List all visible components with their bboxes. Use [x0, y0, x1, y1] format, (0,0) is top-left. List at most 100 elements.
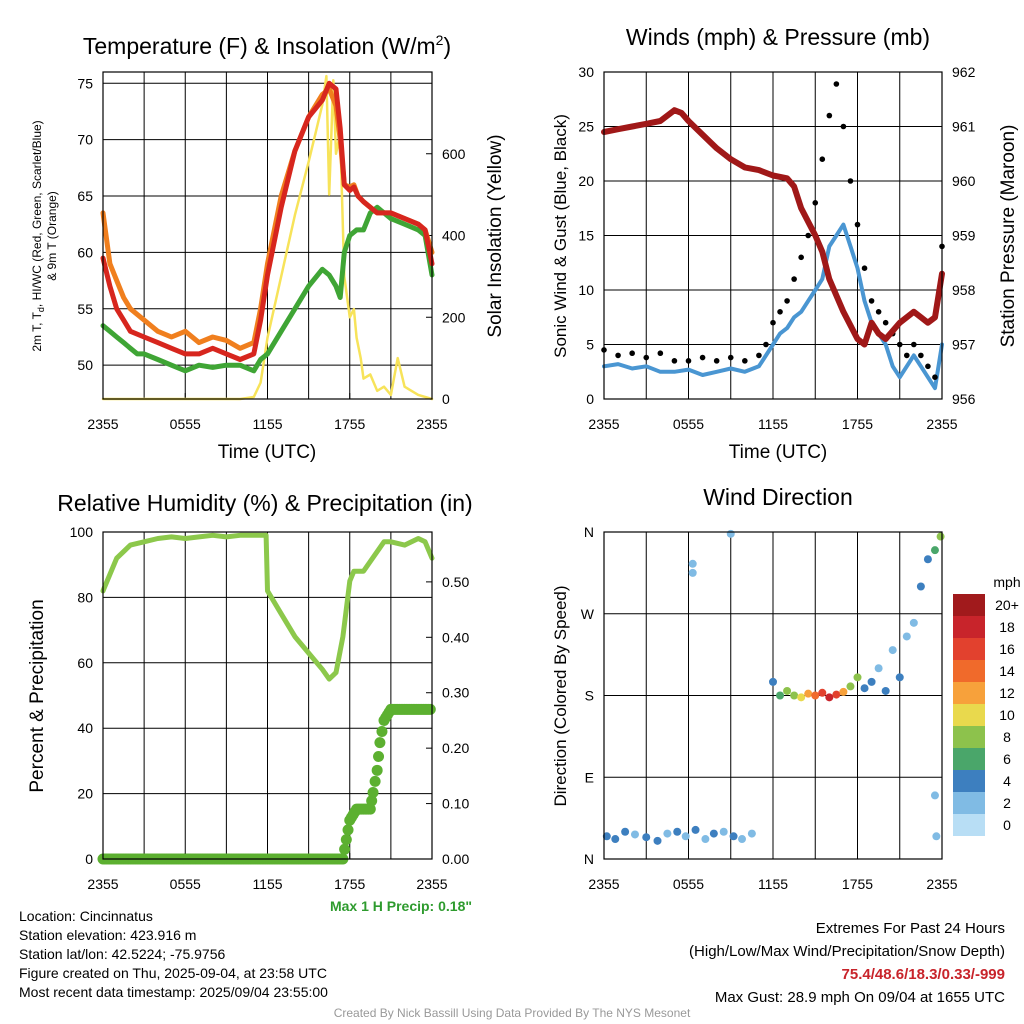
- precip-point: [376, 726, 388, 738]
- x-tick-label: 1155: [758, 416, 788, 432]
- direction-point: [811, 691, 820, 700]
- direction-point: [747, 829, 756, 838]
- precip-point: [367, 786, 379, 798]
- legend-label: 18: [999, 619, 1015, 635]
- direction-point: [701, 835, 710, 844]
- gust-point: [812, 200, 819, 206]
- gust-point: [882, 319, 889, 326]
- direction-point: [642, 833, 651, 842]
- x-tick-label: 1755: [334, 876, 365, 892]
- gust-point: [791, 276, 797, 282]
- direction-point: [932, 832, 941, 841]
- direction-point: [797, 693, 806, 702]
- legend-swatch: [953, 748, 985, 770]
- direction-point: [688, 559, 697, 568]
- y-tick-label: 80: [77, 589, 93, 605]
- x-tick-label: 2355: [588, 416, 619, 432]
- x-tick-label: 1755: [842, 416, 873, 432]
- y-tick-label: E: [585, 769, 594, 785]
- direction-point: [602, 832, 611, 841]
- series-pressure: [601, 107, 945, 348]
- x-tick-label: 0555: [170, 416, 201, 432]
- direction-point: [839, 687, 848, 696]
- direction-point: [681, 832, 690, 841]
- y2-tick-label: 0: [442, 391, 450, 407]
- direction-point: [902, 632, 911, 641]
- y-tick-label: 0: [85, 851, 93, 867]
- legend-label: 6: [1003, 751, 1011, 767]
- y-tick-label: 25: [578, 119, 594, 135]
- y2-tick-label: 956: [952, 391, 976, 407]
- plot-frame: [603, 71, 943, 400]
- direction-point: [691, 825, 700, 834]
- legend-title: mph: [993, 574, 1020, 590]
- x-tick-label: 2355: [416, 876, 447, 892]
- y-tick-label: 70: [77, 132, 93, 148]
- y-tick-label: 65: [77, 188, 93, 204]
- y2-axis-label: Solar Insolation (Yellow): [485, 134, 506, 337]
- plot-frame: [102, 531, 433, 860]
- gust-point: [699, 354, 706, 361]
- max-precip-annotation: Max 1 H Precip: 0.18": [330, 898, 472, 914]
- y-tick-label: S: [585, 688, 594, 704]
- direction-point: [888, 646, 897, 655]
- series-solar: [101, 74, 434, 401]
- y-tick-label: 40: [77, 720, 93, 736]
- precip-point: [342, 824, 354, 836]
- x-tick-label: 2355: [588, 876, 619, 892]
- ylabel-part: 2m T, T: [30, 311, 44, 351]
- direction-point: [673, 827, 682, 836]
- y2-tick-label: 0.00: [442, 851, 469, 867]
- gust-point: [918, 352, 924, 359]
- gust-point: [868, 298, 875, 304]
- gust-point: [685, 358, 692, 364]
- gust-point: [854, 221, 861, 228]
- gust-point: [615, 352, 621, 359]
- direction-point: [769, 677, 777, 686]
- x-tick-label: 2355: [416, 416, 447, 432]
- y2-tick-label: 600: [442, 146, 466, 162]
- y-axis-label: Sonic Wind & Gust (Blue, Black): [551, 114, 570, 358]
- x-axis-label: Time (UTC): [729, 442, 828, 463]
- direction-point: [923, 555, 932, 564]
- extremes-box: Extremes For Past 24 Hours (High/Low/Max…: [689, 917, 1005, 1009]
- chart-title: Relative Humidity (%) & Precipitation (i…: [57, 490, 472, 516]
- direction-point: [825, 693, 834, 702]
- speed-legend: mph 20+ 18 16 14 12 10 8 6 4 2 0: [953, 574, 1021, 836]
- x-tick-label: 1155: [758, 876, 788, 892]
- location-text: Location: Cincinnatus: [19, 908, 153, 924]
- legend-label: 8: [1003, 729, 1011, 745]
- y-tick-label: 50: [77, 357, 93, 373]
- y2-tick-label: 960: [952, 173, 976, 189]
- title-main: Temperature (F) & Insolation (W/m: [83, 33, 436, 59]
- legend-label: 10: [999, 707, 1015, 723]
- direction-point: [909, 618, 918, 627]
- gust-point: [932, 374, 938, 381]
- x-tick-label: 1755: [334, 416, 365, 432]
- x-axis-label: Time (UTC): [218, 442, 317, 463]
- gust-point: [925, 363, 931, 370]
- y-tick-label: W: [581, 606, 595, 622]
- gust-point: [671, 358, 678, 364]
- y-axis-label: Direction (Colored By Speed): [551, 585, 570, 806]
- y-tick-label: 5: [586, 337, 594, 353]
- x-tick-label: 2355: [926, 416, 957, 432]
- y2-tick-label: 961: [952, 119, 976, 135]
- y-tick-label: 20: [578, 173, 594, 189]
- direction-point: [663, 829, 672, 838]
- y-tick-label: 10: [578, 282, 594, 298]
- x-tick-label: 2355: [87, 416, 118, 432]
- gust-point: [903, 352, 910, 359]
- x-tick-label: 1155: [252, 876, 282, 892]
- gust-point: [798, 254, 804, 261]
- x-tick-label: 2355: [87, 876, 118, 892]
- gust-point: [833, 81, 840, 87]
- precip-point: [339, 843, 351, 855]
- y-tick-label: 15: [578, 228, 594, 244]
- direction-point: [818, 688, 827, 697]
- series-temp: [100, 80, 435, 362]
- legend-label: 14: [999, 663, 1015, 679]
- legend-swatch: [953, 660, 985, 682]
- y-tick-label: 60: [77, 244, 93, 260]
- elevation-text: Station elevation: 423.916 m: [19, 927, 197, 943]
